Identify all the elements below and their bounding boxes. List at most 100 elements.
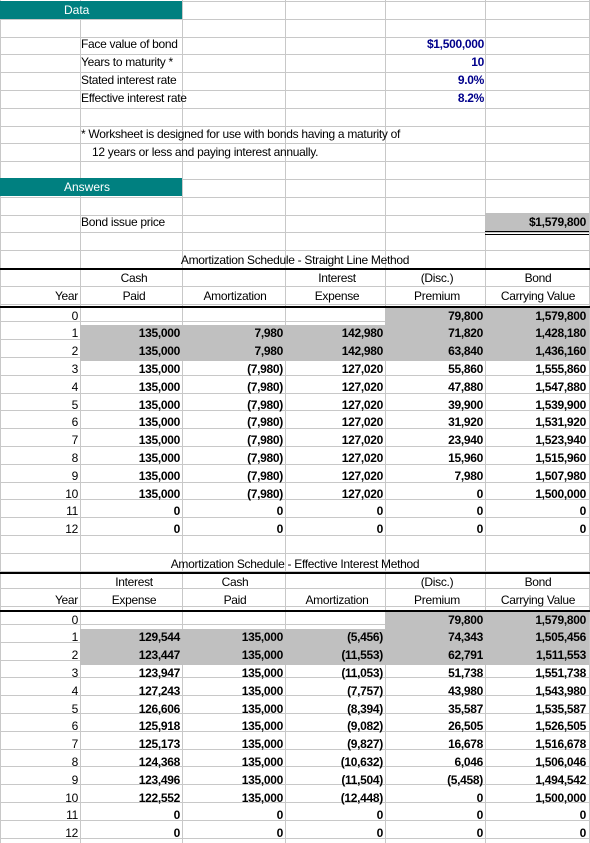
ei-value-cell[interactable] — [183, 612, 283, 629]
ei-year-cell[interactable]: 3 — [71, 666, 79, 680]
sl-value-cell[interactable]: 135,000 — [138, 326, 181, 340]
ei-value-cell[interactable]: 135,000 — [241, 755, 284, 769]
ei-value-cell[interactable]: 1,535,587 — [535, 702, 586, 716]
ei-value-cell[interactable]: (12,448) — [340, 791, 384, 805]
sl-value-cell[interactable]: 31,920 — [448, 415, 483, 429]
sl-value-cell[interactable]: 127,020 — [341, 487, 384, 501]
sl-value-cell[interactable]: 127,020 — [341, 433, 384, 447]
ei-value-cell[interactable]: 0 — [579, 826, 587, 840]
ei-value-cell[interactable]: (11,504) — [341, 773, 383, 787]
ei-value-cell[interactable]: (11,053) — [341, 666, 383, 680]
ei-year-cell[interactable]: 5 — [71, 702, 79, 716]
sl-value-cell[interactable]: 0 — [579, 504, 587, 518]
sl-value-cell[interactable]: (7,980) — [247, 380, 283, 394]
sl-value-cell[interactable]: 1,523,940 — [535, 433, 586, 447]
ei-value-cell[interactable]: 135,000 — [241, 719, 284, 733]
sl-value-cell[interactable]: 0 — [376, 504, 384, 518]
sl-value-cell[interactable]: 135,000 — [138, 433, 181, 447]
sl-value-cell[interactable]: 1,547,880 — [535, 380, 586, 394]
sl-value-cell[interactable]: 142,980 — [341, 344, 384, 358]
sl-value-cell[interactable]: 7,980 — [254, 326, 283, 340]
sl-year-cell[interactable]: 2 — [71, 344, 79, 358]
sl-year-cell[interactable]: 5 — [71, 398, 79, 412]
answers-section-header[interactable]: Answers — [0, 178, 182, 196]
sl-value-cell[interactable] — [84, 308, 180, 325]
sl-value-cell[interactable]: 1,428,180 — [535, 326, 586, 340]
ei-year-cell[interactable]: 9 — [71, 773, 79, 787]
sl-year-cell[interactable]: 4 — [71, 380, 79, 394]
sl-value-cell[interactable]: 1,436,160 — [535, 344, 586, 358]
ei-value-cell[interactable]: 43,980 — [448, 684, 483, 698]
sl-value-cell[interactable]: 127,020 — [341, 451, 384, 465]
input-value-stated-rate[interactable]: 9.0% — [457, 73, 484, 87]
ei-value-cell[interactable]: (5,456) — [347, 630, 383, 644]
ei-value-cell[interactable]: 122,552 — [138, 791, 181, 805]
ei-value-cell[interactable]: 1,511,553 — [535, 648, 586, 662]
ei-value-cell[interactable]: 1,506,046 — [535, 755, 586, 769]
ei-year-cell[interactable]: 11 — [66, 808, 78, 822]
sl-value-cell[interactable]: 127,020 — [341, 398, 384, 412]
ei-value-cell[interactable]: 1,505,456 — [535, 630, 586, 644]
sl-value-cell[interactable]: 0 — [173, 504, 181, 518]
sl-value-cell[interactable]: (7,980) — [247, 362, 283, 376]
sl-value-cell[interactable]: 55,860 — [448, 362, 483, 376]
sl-value-cell[interactable]: 142,980 — [341, 326, 384, 340]
ei-value-cell[interactable]: 123,496 — [138, 773, 181, 787]
ei-value-cell[interactable]: (8,394) — [347, 702, 383, 716]
sl-value-cell[interactable]: 1,500,000 — [535, 487, 586, 501]
sl-value-cell[interactable]: 0 — [276, 504, 284, 518]
ei-value-cell[interactable]: 123,447 — [138, 648, 181, 662]
ei-value-cell[interactable]: 0 — [579, 808, 587, 822]
ei-value-cell[interactable]: 125,918 — [138, 719, 181, 733]
input-value-face-value[interactable]: $1,500,000 — [426, 37, 484, 51]
sl-value-cell[interactable]: 71,820 — [448, 326, 483, 340]
sl-value-cell[interactable]: 135,000 — [138, 487, 181, 501]
ei-value-cell[interactable]: (7,757) — [347, 684, 383, 698]
sl-value-cell[interactable]: (7,980) — [247, 398, 283, 412]
sl-value-cell[interactable]: 15,960 — [448, 451, 483, 465]
sl-year-cell[interactable]: 6 — [71, 415, 79, 429]
sl-value-cell[interactable]: 0 — [276, 522, 284, 536]
sl-year-cell[interactable]: 3 — [71, 362, 79, 376]
sl-value-cell[interactable]: 135,000 — [138, 415, 181, 429]
sl-value-cell[interactable]: 1,507,980 — [535, 469, 586, 483]
ei-year-cell[interactable]: 7 — [71, 737, 79, 751]
ei-value-cell[interactable]: 0 — [276, 826, 284, 840]
ei-year-cell[interactable]: 2 — [71, 648, 79, 662]
sl-value-cell[interactable]: 7,980 — [254, 344, 283, 358]
data-section-header[interactable]: Data — [0, 1, 182, 19]
ei-value-cell[interactable]: 0 — [276, 808, 284, 822]
ei-value-cell[interactable]: 135,000 — [241, 773, 284, 787]
sl-value-cell[interactable]: 1,531,920 — [535, 415, 586, 429]
ei-value-cell[interactable]: 62,791 — [448, 648, 483, 662]
ei-value-cell[interactable]: 135,000 — [241, 648, 284, 662]
sl-value-cell[interactable] — [287, 308, 383, 325]
ei-value-cell[interactable]: 135,000 — [241, 666, 284, 680]
ei-value-cell[interactable]: 124,368 — [138, 755, 181, 769]
sl-value-cell[interactable]: 135,000 — [138, 398, 181, 412]
ei-value-cell[interactable]: 0 — [376, 808, 384, 822]
sl-value-cell[interactable]: 1,555,860 — [535, 362, 586, 376]
ei-value-cell[interactable]: (11,553) — [341, 648, 383, 662]
sl-value-cell[interactable]: 0 — [476, 522, 484, 536]
sl-value-cell[interactable]: 127,020 — [341, 469, 384, 483]
ei-value-cell[interactable]: 74,343 — [448, 630, 483, 644]
sl-value-cell[interactable] — [183, 308, 283, 325]
sl-value-cell[interactable]: 7,980 — [454, 469, 483, 483]
ei-year-cell[interactable]: 1 — [71, 630, 79, 644]
ei-value-cell[interactable]: 135,000 — [241, 737, 284, 751]
sl-year-cell[interactable]: 1 — [71, 326, 79, 340]
ei-value-cell[interactable]: 26,505 — [448, 719, 483, 733]
ei-value-cell[interactable]: 126,606 — [138, 702, 181, 716]
sl-value-cell[interactable]: 23,940 — [448, 433, 483, 447]
sl-value-cell[interactable]: (7,980) — [247, 451, 283, 465]
ei-value-cell[interactable]: (10,632) — [340, 755, 384, 769]
ei-value-cell[interactable]: 1,551,738 — [535, 666, 586, 680]
ei-value-cell[interactable]: 6,046 — [454, 755, 483, 769]
sl-year-cell[interactable]: 8 — [71, 451, 79, 465]
ei-value-cell[interactable]: 123,947 — [138, 666, 181, 680]
input-value-years[interactable]: 10 — [471, 55, 484, 69]
sl-value-cell[interactable]: (7,980) — [247, 415, 283, 429]
sl-value-cell[interactable]: 1,515,960 — [535, 451, 586, 465]
